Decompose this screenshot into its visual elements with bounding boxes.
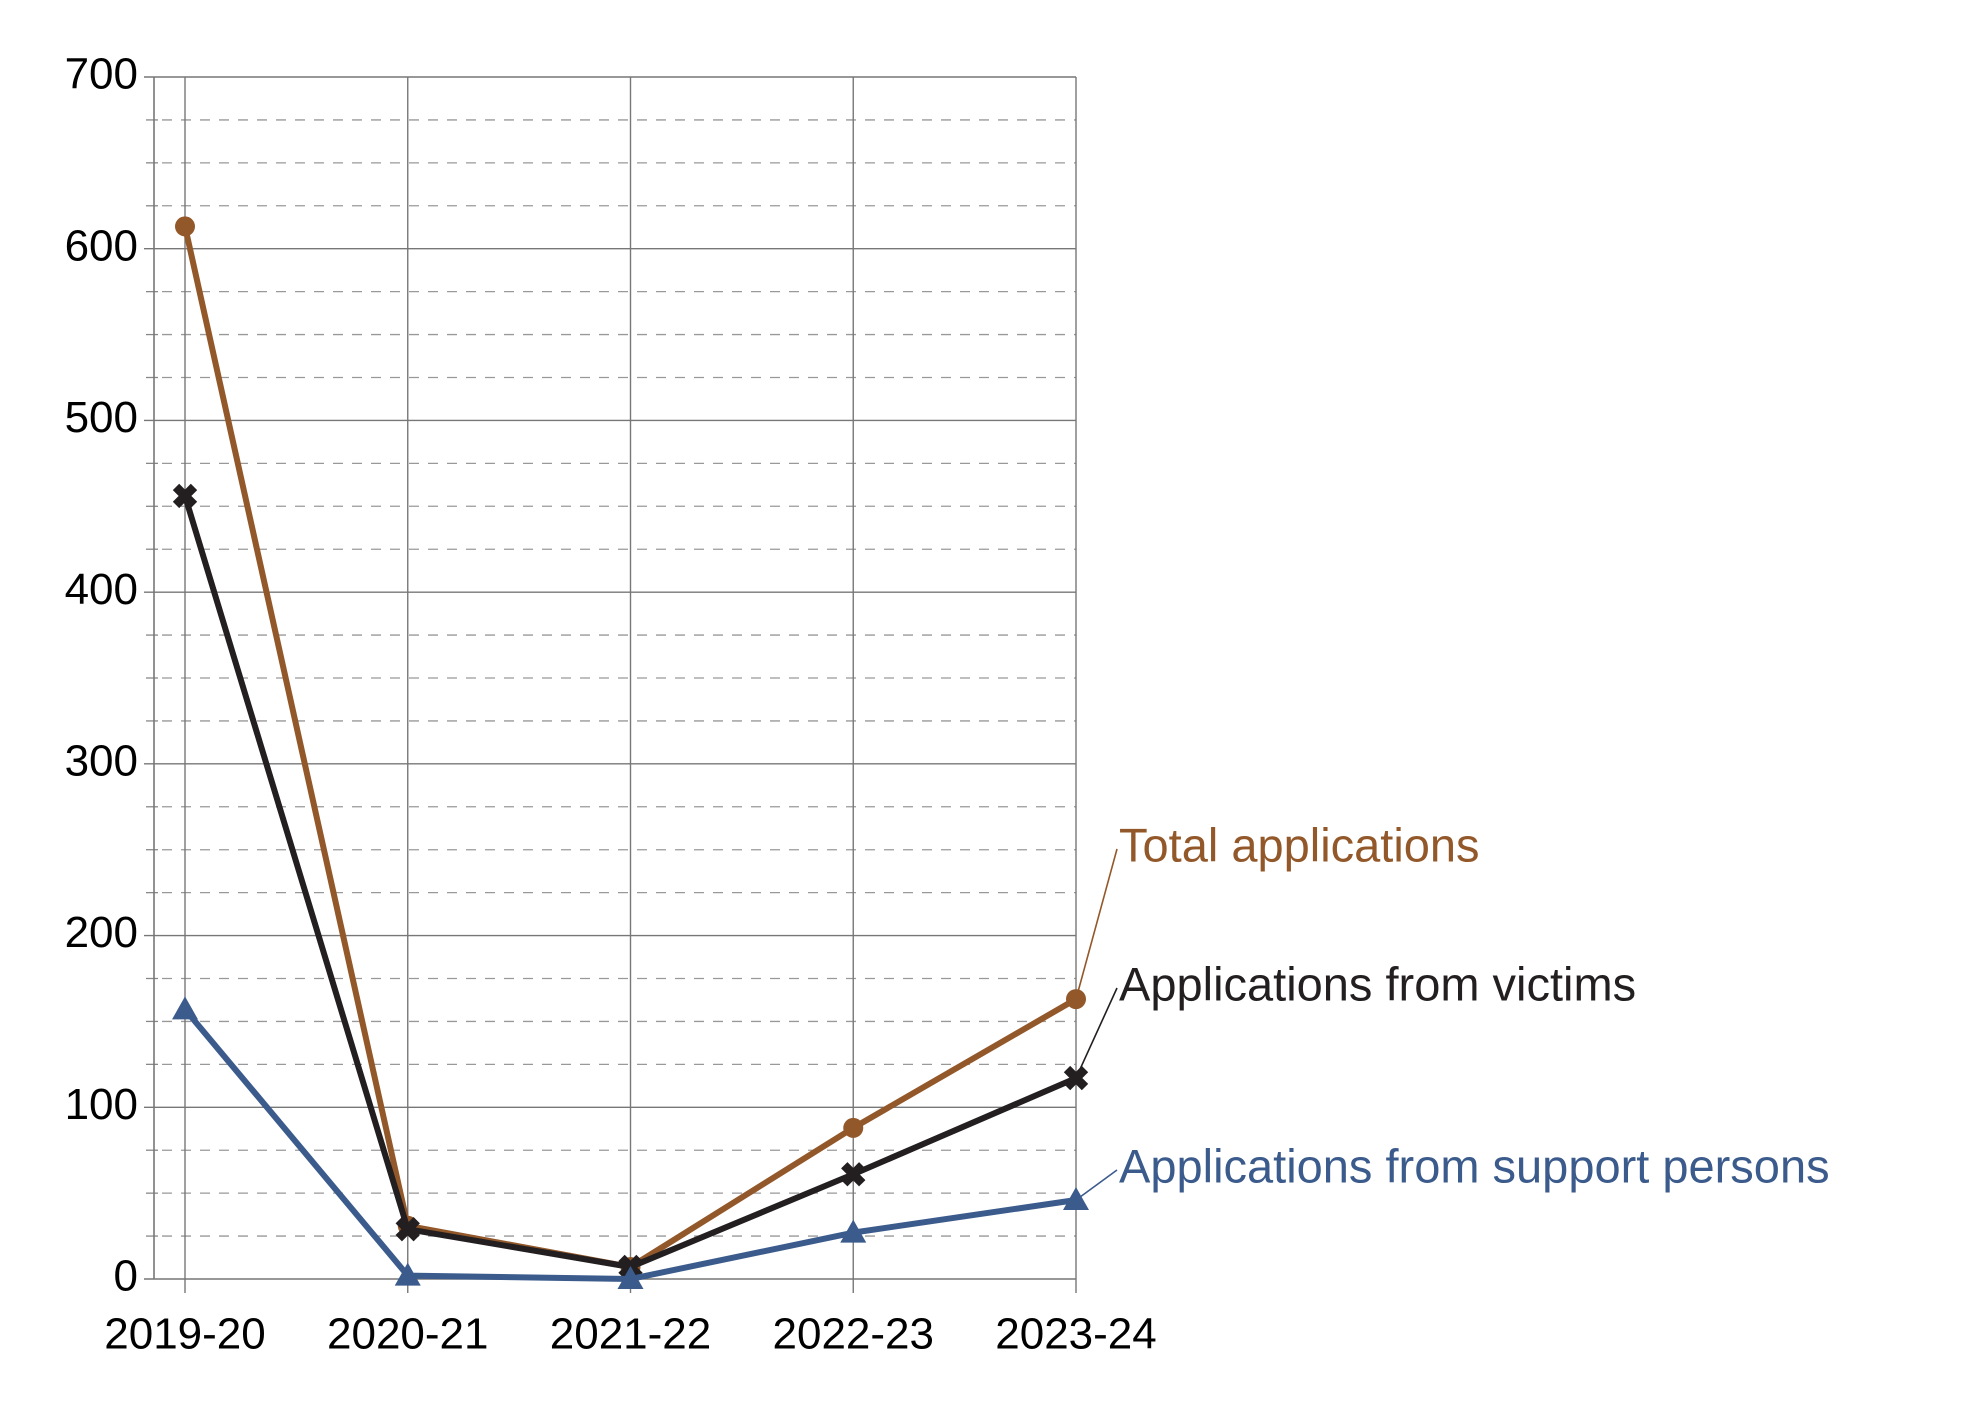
marker: [840, 1219, 867, 1243]
marker: [843, 1117, 864, 1138]
y-tick-label: 600: [65, 221, 138, 270]
label-leader: [1075, 1169, 1118, 1201]
marker: [394, 1262, 421, 1286]
marker: [175, 216, 195, 237]
label-leader: [1075, 848, 1118, 1000]
marker: [841, 1162, 866, 1187]
y-tick-label: 400: [65, 565, 138, 614]
y-tick-label: 0: [114, 1252, 138, 1301]
series-label: Total applications: [1119, 818, 1480, 871]
series-label: Applications from victims: [1119, 957, 1636, 1010]
x-tick-label: 2022-23: [773, 1310, 934, 1359]
x-tick-label: 2023-24: [995, 1310, 1156, 1359]
y-tick-label: 300: [65, 736, 138, 785]
y-tick-label: 500: [65, 393, 138, 442]
x-tick-label: 2020-21: [327, 1310, 488, 1359]
x-tick-label: 2021-22: [550, 1310, 711, 1359]
marker: [172, 996, 198, 1020]
marker: [395, 1217, 420, 1242]
marker: [617, 1266, 644, 1289]
y-tick-label: 200: [65, 908, 138, 957]
y-tick-label: 700: [65, 50, 138, 99]
label-leader: [1075, 987, 1118, 1079]
series-label: Applications from support persons: [1119, 1139, 1830, 1192]
marker: [1063, 1187, 1089, 1211]
y-tick-label: 100: [65, 1080, 138, 1129]
x-tick-label: 2019-20: [104, 1310, 265, 1359]
marker: [172, 483, 198, 509]
